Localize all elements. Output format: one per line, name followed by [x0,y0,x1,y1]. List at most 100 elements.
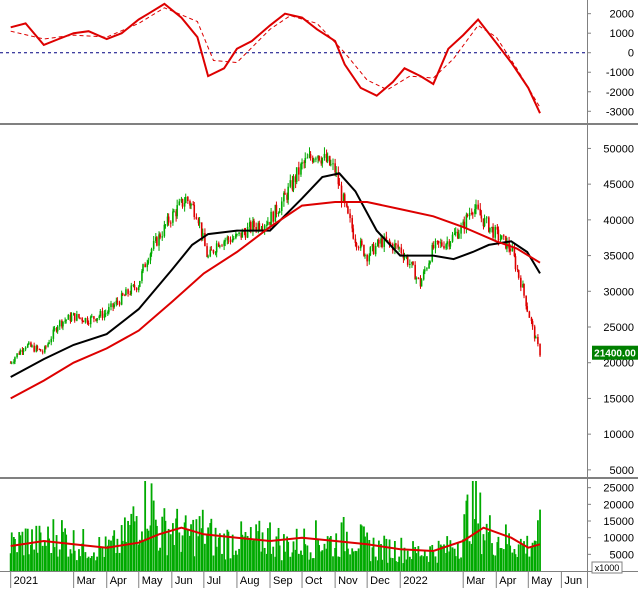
price-candle [101,311,104,318]
volume-bar [158,550,160,571]
price-candle [441,242,443,246]
price-candle [304,158,307,163]
volume-bar [528,556,531,571]
price-candle [219,245,221,247]
volume-bar [116,538,119,571]
volume-bar [272,546,275,571]
price-candle [377,239,379,246]
volume-bar [103,556,106,571]
price-candle [366,254,368,262]
volume-bar [428,561,430,571]
price-candle [81,318,83,321]
price-candle [349,213,351,219]
price-candle [342,194,345,202]
volume-bar [397,561,399,571]
volume-bar [385,538,388,571]
price-candle [90,316,93,318]
volume-bar [360,525,363,571]
price-candle [318,155,320,161]
volume-bar [99,547,102,571]
price-candle [238,232,240,235]
volume-bar [44,545,47,571]
price-candle [485,217,488,219]
price-candle [120,293,123,305]
price-candle [306,157,309,159]
volume-bar [218,533,221,571]
volume-bar [309,552,312,571]
price-candle [531,321,534,327]
price-candle [139,280,141,287]
price-candle [312,158,315,163]
price-candle [95,318,97,321]
price-candle [428,263,430,269]
volume-bar [110,540,112,571]
volume-bar [398,556,401,571]
volume-bar [43,540,46,571]
volume-bar [166,555,169,571]
volume-bar [113,530,116,571]
price-candle [343,194,346,204]
volume-bar [491,543,493,571]
price-candle [295,167,298,183]
price-tick-label: 15000 [603,393,634,405]
price-candle [395,243,397,245]
volume-bar [443,544,445,571]
volume-bar [402,563,405,571]
volume-bar [499,547,502,571]
price-candle [403,256,406,259]
volume-bar [488,515,491,571]
volume-bar [517,544,520,571]
moving-average-line [10,172,541,378]
price-candle [516,269,519,271]
price-candle [261,228,264,230]
price-candle [352,228,355,239]
price-candle [534,336,537,339]
volume-bar [150,483,153,571]
price-candle [113,304,115,308]
price-candle [35,346,38,352]
price-candle [62,321,64,327]
volume-bar [504,524,507,571]
volume-bar [217,537,220,571]
volume-bar [530,547,533,571]
x-tick-label: Apr [110,575,127,587]
price-candle [9,362,12,364]
price-candle [52,329,55,339]
price-candle [210,249,213,251]
price-candle [28,342,30,345]
price-candle [267,221,269,225]
price-candle [463,221,466,229]
price-candle [207,256,209,258]
volume-bar [475,481,477,571]
price-candle [141,271,143,281]
price-candle [55,328,58,332]
price-candle [190,203,192,206]
volume-bar [86,558,89,571]
price-candle [340,185,343,202]
price-candle [443,245,445,249]
volume-bar [234,550,237,571]
volume-bar [210,518,213,571]
volume-bar [531,542,534,571]
price-candle [466,214,469,217]
price-candle [389,243,392,245]
volume-bar [326,536,329,571]
price-candle [197,219,200,224]
volume-bar [325,548,328,571]
volume-bar [223,533,226,571]
price-candle [368,255,371,262]
price-candle [133,284,136,288]
volume-bar [22,555,25,571]
price-candle [193,204,196,217]
price-candle [169,222,172,224]
volume-bar [408,556,411,571]
price-candle [30,342,32,347]
price-candle [132,284,135,286]
price-candle [449,241,452,247]
x-tick-label: Aug [240,575,260,587]
volume-bar [221,553,223,571]
volume-bar [354,550,357,571]
x-tick-label: Mar [466,575,485,587]
price-candle [412,261,414,265]
volume-bar [357,548,360,571]
